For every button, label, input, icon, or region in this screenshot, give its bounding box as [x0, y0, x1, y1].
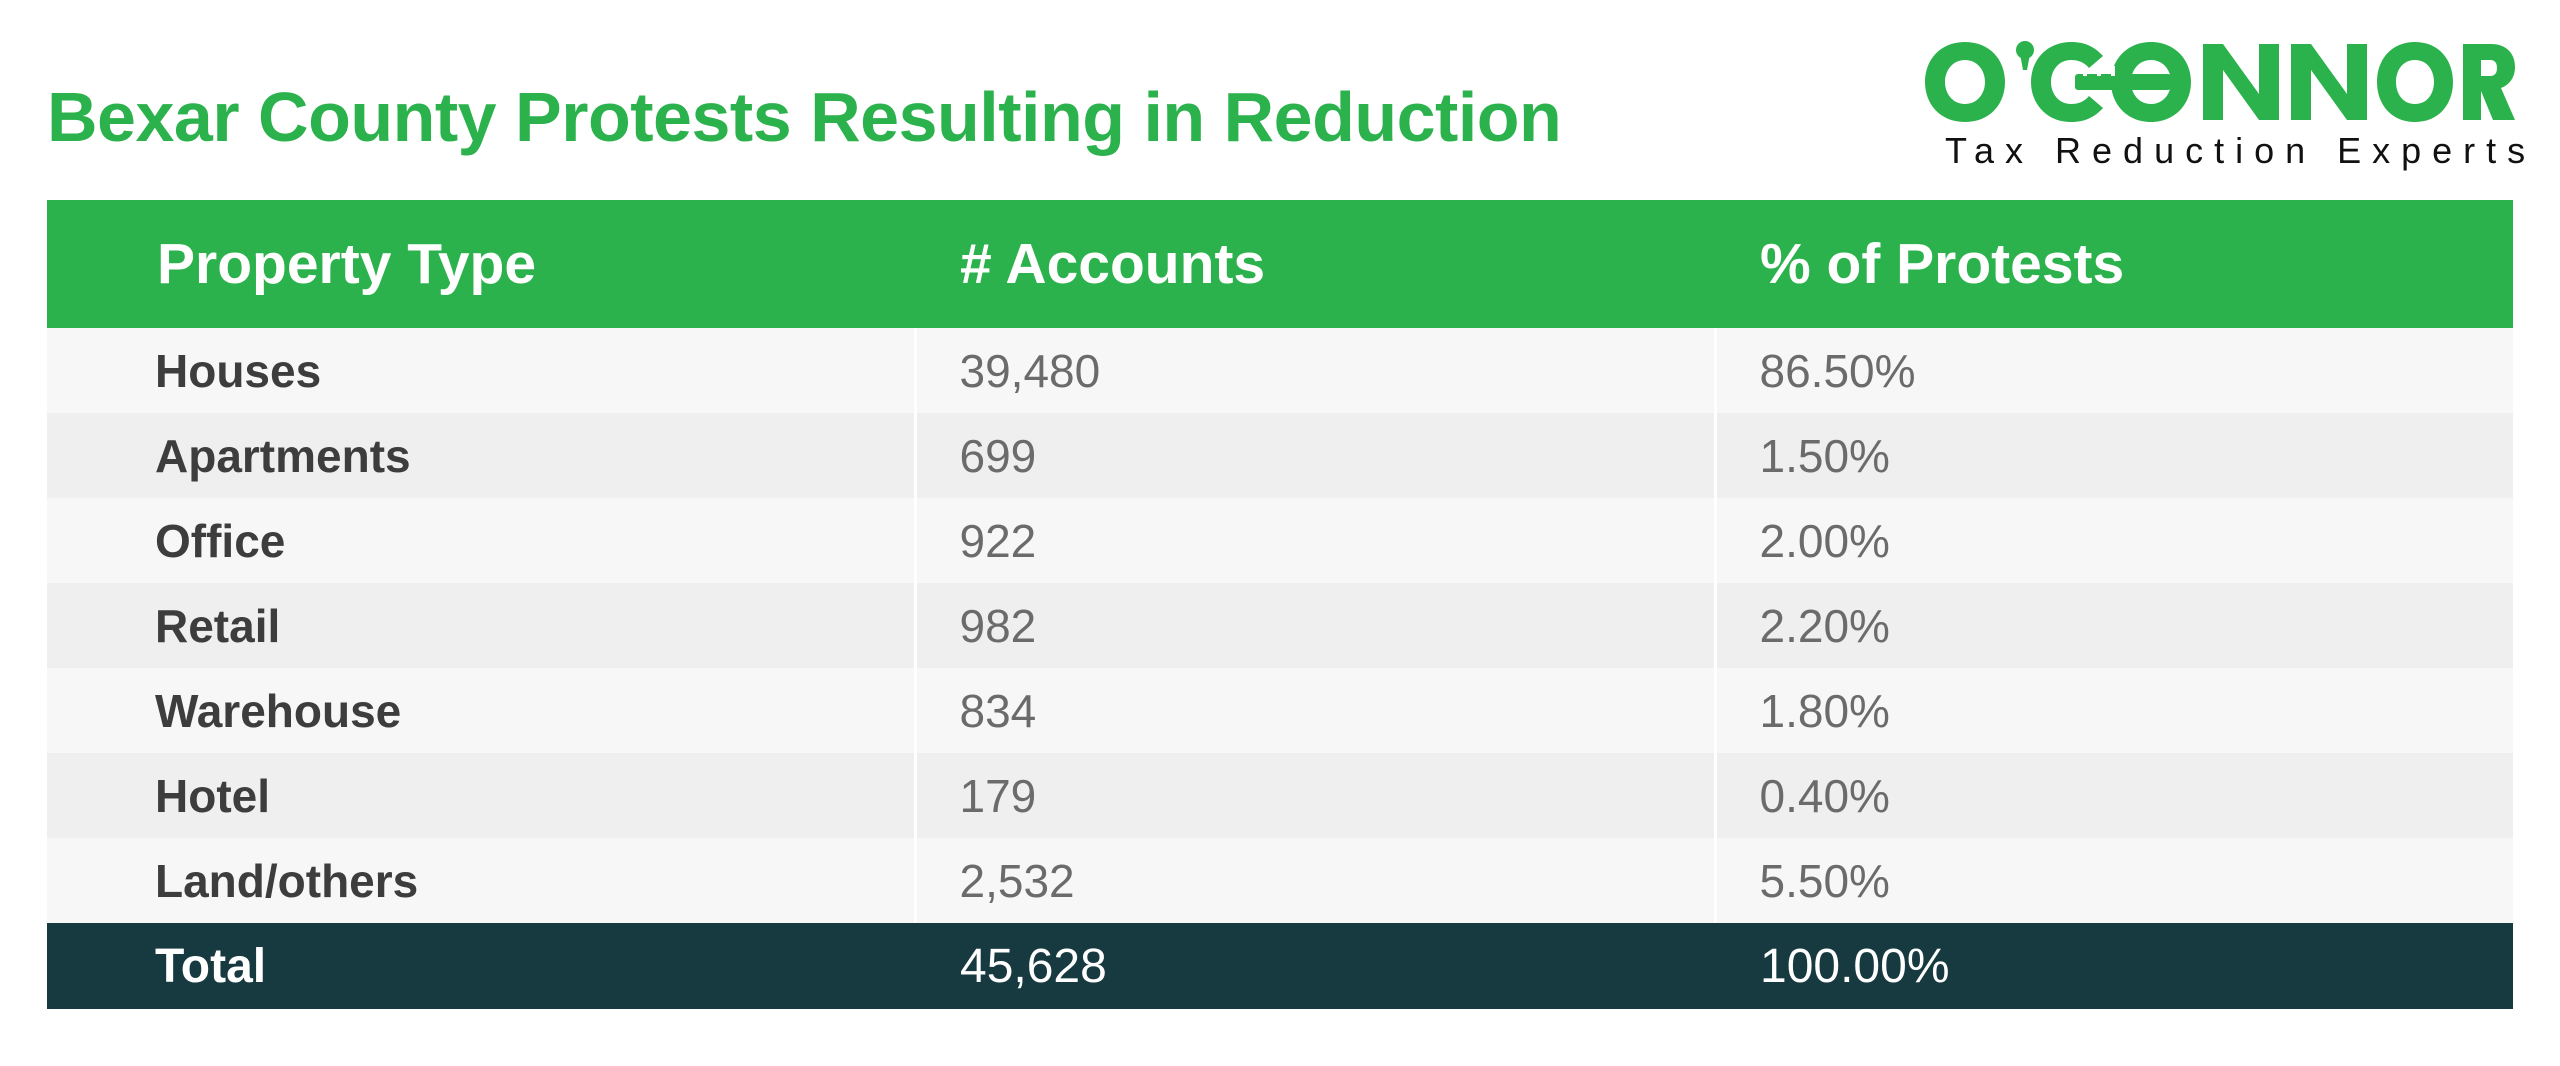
cell-property-type: Retail — [155, 599, 281, 652]
cell-percent: 5.50% — [1713, 838, 2513, 923]
cell-property-type: Hotel — [155, 769, 270, 822]
cell-property-type: Warehouse — [155, 684, 402, 737]
cell-percent: 2.00% — [1713, 498, 2513, 583]
data-table: Property Type # Accounts % of Protests H… — [47, 200, 2513, 1009]
cell-accounts: 179 — [913, 753, 1715, 838]
cell-percent: 86.50% — [1713, 328, 2513, 413]
table-header-row: Property Type # Accounts % of Protests — [47, 200, 2513, 328]
oconnor-logo: Tax Reduction Experts — [1925, 36, 2525, 171]
oconnor-wordmark-icon — [1925, 41, 2515, 122]
table-row: Houses 39,480 86.50% — [47, 328, 2513, 413]
cell-accounts: 39,480 — [913, 328, 1715, 413]
cell-percent: 2.20% — [1713, 583, 2513, 668]
cell-property-type: Land/others — [155, 854, 419, 907]
total-accounts: 45,628 — [960, 939, 1107, 993]
cell-percent: 1.80% — [1713, 668, 2513, 753]
cell-accounts: 2,532 — [913, 838, 1715, 923]
protest-table: Property Type # Accounts % of Protests H… — [47, 200, 2513, 1009]
cell-accounts: 834 — [913, 668, 1715, 753]
cell-accounts: 922 — [913, 498, 1715, 583]
page-title: Bexar County Protests Resulting in Reduc… — [47, 78, 1562, 156]
cell-accounts: 699 — [913, 413, 1715, 498]
table-row: Apartments 699 1.50% — [47, 413, 2513, 498]
cell-property-type: Office — [155, 514, 286, 567]
table-total-row: Total 45,628 100.00% — [47, 923, 2513, 1009]
total-label: Total — [155, 939, 267, 993]
logo-tagline: Tax Reduction Experts — [1945, 130, 2537, 171]
table-row: Office 922 2.00% — [47, 498, 2513, 583]
cell-property-type: Houses — [155, 344, 322, 397]
table-row: Retail 982 2.20% — [47, 583, 2513, 668]
cell-percent: 1.50% — [1713, 413, 2513, 498]
cell-property-type: Apartments — [155, 429, 411, 482]
column-header-property-type: Property Type — [157, 232, 537, 296]
table-row: Hotel 179 0.40% — [47, 753, 2513, 838]
total-percent: 100.00% — [1760, 939, 1950, 993]
cell-percent: 0.40% — [1713, 753, 2513, 838]
table-row: Land/others 2,532 5.50% — [47, 838, 2513, 923]
column-header-percent: % of Protests — [1760, 232, 2125, 296]
cell-accounts: 982 — [913, 583, 1715, 668]
column-header-accounts: # Accounts — [960, 232, 1266, 296]
table-row: Warehouse 834 1.80% — [47, 668, 2513, 753]
